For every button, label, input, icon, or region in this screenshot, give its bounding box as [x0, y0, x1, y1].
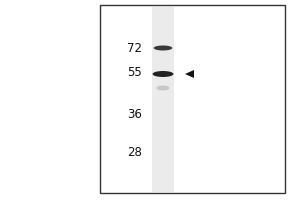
Text: 72: 72 [127, 42, 142, 54]
Text: 55: 55 [127, 66, 142, 78]
Ellipse shape [153, 71, 173, 77]
Polygon shape [185, 70, 194, 78]
Text: 36: 36 [127, 108, 142, 121]
Ellipse shape [156, 86, 170, 90]
Bar [152, 6, 174, 192]
Ellipse shape [154, 46, 172, 50]
Text: 28: 28 [127, 146, 142, 160]
Bar [100, 5, 285, 193]
